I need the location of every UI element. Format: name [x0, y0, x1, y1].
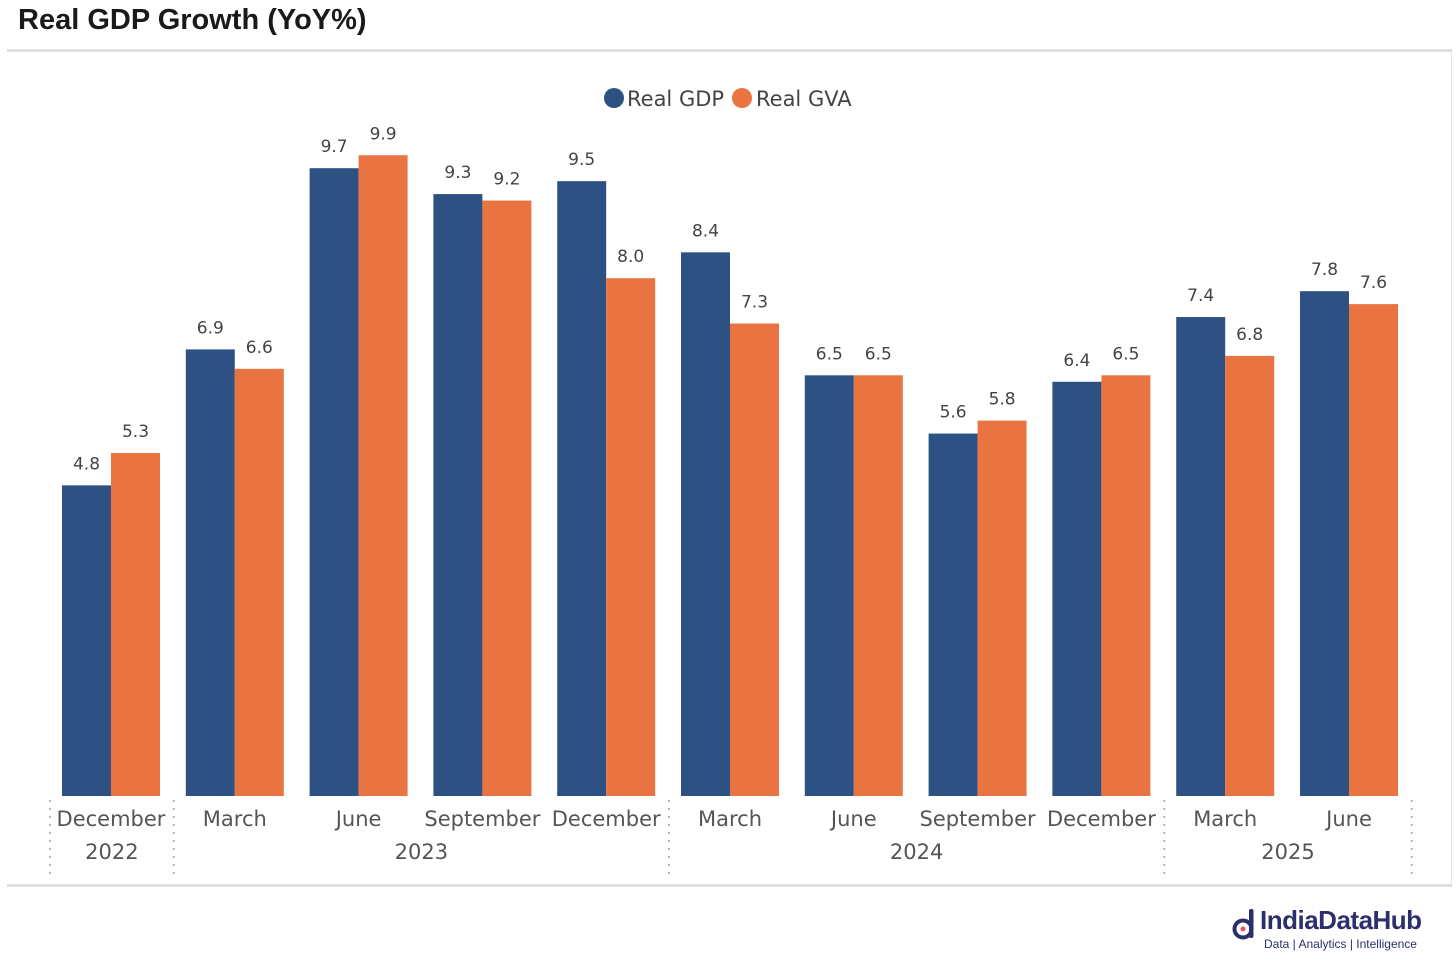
- top-divider: [7, 49, 1452, 52]
- brand-name: IndiaDataHub: [1260, 905, 1422, 935]
- value-label-gva-6: 6.5: [865, 344, 892, 364]
- bar-gva-10: [1349, 304, 1398, 796]
- value-label-gva-1: 6.6: [246, 338, 273, 358]
- bar-gva-0: [111, 452, 160, 796]
- right-border: [1451, 52, 1452, 884]
- value-label-gdp-0: 4.8: [73, 454, 100, 474]
- value-label-gva-9: 6.8: [1236, 325, 1263, 345]
- chart-title: Real GDP Growth (YoY%): [18, 4, 367, 36]
- value-label-gva-4: 8.0: [617, 247, 644, 267]
- value-label-gdp-10: 7.8: [1311, 260, 1338, 280]
- bar-gdp-9: [1176, 317, 1226, 796]
- bar-gva-6: [853, 375, 903, 796]
- legend-label-gdp: Real GDP: [627, 87, 724, 111]
- bottom-divider: [7, 884, 1452, 887]
- bar-gva-9: [1225, 355, 1275, 796]
- x-tick-label-8: December: [1047, 807, 1156, 831]
- value-label-gva-7: 5.8: [989, 390, 1016, 410]
- value-label-gdp-2: 9.7: [321, 137, 348, 157]
- x-tick-label-3: September: [424, 807, 540, 831]
- value-label-gva-3: 9.2: [493, 170, 520, 190]
- bar-gdp-5: [681, 252, 730, 797]
- value-label-gdp-1: 6.9: [197, 318, 224, 338]
- value-label-gva-0: 5.3: [122, 422, 149, 442]
- bar-gva-3: [482, 200, 532, 797]
- bar-gdp-10: [1300, 291, 1349, 796]
- x-tick-label-9: March: [1193, 807, 1257, 831]
- x-tick-label-7: September: [920, 807, 1036, 831]
- x-tick-label-0: December: [57, 807, 166, 831]
- year-label-2022: 2022: [85, 840, 138, 864]
- bar-gdp-7: [928, 433, 978, 796]
- value-label-gdp-4: 9.5: [568, 150, 595, 170]
- bar-gdp-1: [185, 349, 235, 796]
- value-label-gva-5: 7.3: [741, 293, 768, 313]
- year-label-2025: 2025: [1261, 840, 1314, 864]
- x-tick-label-10: June: [1324, 807, 1372, 831]
- x-tick-label-6: June: [829, 807, 877, 831]
- legend-marker-gva: [732, 88, 752, 108]
- value-label-gdp-5: 8.4: [692, 221, 719, 241]
- value-label-gva-8: 6.5: [1112, 344, 1139, 364]
- bar-gdp-4: [557, 181, 607, 796]
- value-label-gva-10: 7.6: [1360, 273, 1387, 293]
- bar-gdp-0: [62, 485, 111, 796]
- logo-mark-icon: [1232, 909, 1254, 940]
- bar-gva-2: [358, 155, 408, 796]
- bar-gdp-8: [1052, 381, 1102, 796]
- bar-gva-4: [606, 278, 656, 796]
- value-label-gva-2: 9.9: [370, 124, 397, 144]
- bar-gdp-3: [433, 194, 483, 797]
- year-label-2023: 2023: [395, 840, 448, 864]
- year-label-2024: 2024: [890, 840, 943, 864]
- x-tick-label-4: December: [552, 807, 661, 831]
- legend-label-gva: Real GVA: [756, 87, 852, 111]
- value-label-gdp-3: 9.3: [444, 163, 471, 183]
- bar-gva-5: [730, 323, 779, 796]
- bar-gva-8: [1101, 375, 1151, 796]
- x-tick-label-1: March: [203, 807, 267, 831]
- brand-logo: IndiaDataHub Data | Analytics | Intellig…: [1230, 903, 1450, 957]
- bar-gva-7: [977, 420, 1027, 796]
- value-label-gdp-7: 5.6: [940, 403, 967, 423]
- value-label-gdp-8: 6.4: [1063, 351, 1090, 371]
- x-tick-label-5: March: [698, 807, 762, 831]
- value-label-gdp-9: 7.4: [1187, 286, 1214, 306]
- value-label-gdp-6: 6.5: [816, 344, 843, 364]
- x-tick-label-2: June: [334, 807, 382, 831]
- bar-gva-1: [234, 368, 284, 796]
- bar-gdp-6: [804, 375, 854, 796]
- brand-tagline: Data | Analytics | Intelligence: [1264, 937, 1417, 951]
- bar-gdp-2: [309, 168, 359, 796]
- legend-marker-gdp: [604, 88, 624, 108]
